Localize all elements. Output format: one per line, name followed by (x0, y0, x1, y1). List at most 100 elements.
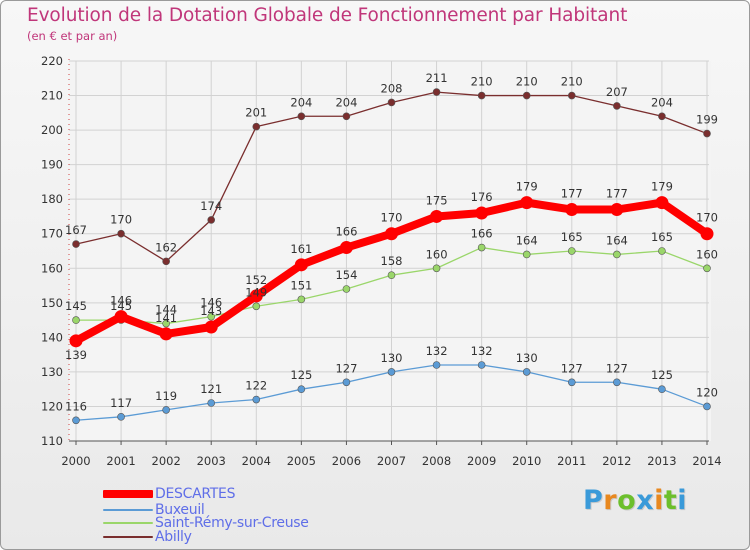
data-label: 127 (335, 361, 357, 375)
data-label: 151 (290, 278, 312, 292)
y-tick-label: 170 (41, 227, 63, 241)
data-point (475, 206, 489, 220)
data-label: 204 (290, 95, 312, 109)
data-point (297, 295, 306, 304)
chart-subtitle: (en € et par an) (27, 29, 118, 43)
y-tick-label: 190 (41, 158, 63, 172)
data-label: 201 (245, 106, 267, 120)
data-point (252, 122, 261, 131)
legend-swatch (103, 490, 153, 498)
y-tick-label: 110 (41, 434, 63, 448)
data-label: 139 (65, 348, 87, 362)
data-point (249, 289, 263, 303)
data-label: 144 (155, 303, 177, 317)
data-labels-descartes: 139 146 141 143 152 161 166 170 175 176 179 177 177 1… (65, 180, 718, 362)
y-tick-label: 150 (41, 296, 63, 310)
legend-swatch (103, 522, 153, 524)
data-point (342, 378, 351, 387)
data-label: 164 (606, 233, 628, 247)
data-label: 121 (200, 382, 222, 396)
data-label: 207 (606, 85, 628, 99)
data-label: 177 (606, 187, 628, 201)
x-tick-label: 2006 (332, 454, 361, 468)
data-point (477, 91, 486, 100)
data-point (520, 196, 534, 210)
data-point (69, 334, 83, 348)
legend-item-abilly: Abilly (103, 529, 192, 545)
data-point (567, 91, 576, 100)
data-label: 175 (426, 193, 448, 207)
data-point (658, 385, 666, 393)
data-label: 204 (335, 95, 357, 109)
legend-label: Buxeuil (155, 502, 205, 518)
data-label: 130 (516, 351, 538, 365)
legend-swatch (103, 509, 153, 511)
data-point (162, 406, 170, 414)
data-point (207, 312, 216, 321)
data-point (342, 285, 351, 293)
data-point (567, 378, 576, 387)
data-label: 170 (381, 211, 403, 225)
data-label: 117 (110, 396, 132, 410)
data-label: 161 (290, 242, 312, 256)
plot-area (69, 61, 711, 441)
data-label: 127 (606, 361, 628, 375)
data-label: 119 (155, 389, 177, 403)
data-label: 176 (471, 190, 493, 204)
data-label: 145 (110, 299, 132, 313)
data-point (117, 229, 125, 238)
x-tick-label: 2004 (242, 454, 271, 468)
legend-item-saint-remy: Saint-Rémy-sur-Creuse (103, 515, 309, 531)
data-label: 199 (696, 113, 718, 127)
data-label: 127 (561, 361, 583, 375)
data-label: 166 (335, 225, 357, 239)
y-tick-label: 160 (41, 261, 63, 275)
series-saint-r-my-sur-creuse (72, 243, 711, 328)
data-point (387, 368, 396, 376)
data-point (610, 203, 624, 217)
legend-swatch (103, 536, 153, 538)
legend-label: Saint-Rémy-sur-Creuse (155, 515, 309, 531)
data-label: 116 (65, 399, 87, 413)
data-label: 152 (245, 273, 267, 287)
data-label: 210 (516, 75, 538, 89)
data-point (522, 250, 531, 259)
data-point (162, 319, 170, 328)
data-point (294, 258, 308, 272)
x-tick-label: 2002 (152, 454, 181, 468)
data-label: 162 (155, 240, 177, 254)
data-point (477, 361, 486, 369)
data-label: 122 (245, 379, 267, 393)
x-tick-label: 2011 (557, 454, 586, 468)
legend-item-descartes: DESCARTES (103, 486, 236, 502)
data-point (342, 112, 351, 121)
data-point (297, 112, 306, 121)
x-tick-label: 2012 (602, 454, 631, 468)
legend-label: DESCARTES (155, 486, 236, 502)
data-point (252, 395, 261, 404)
proxiti-logo: Proxiti (583, 485, 688, 516)
data-label: 204 (651, 95, 673, 109)
data-point (387, 98, 396, 107)
data-label: 120 (696, 385, 718, 399)
x-tick-label: 2005 (287, 454, 316, 468)
data-label: 149 (245, 285, 267, 299)
x-tick-label: 2008 (422, 454, 451, 468)
x-tick-label: 2007 (377, 454, 406, 468)
data-label: 208 (381, 81, 403, 95)
data-point (159, 327, 173, 341)
data-label: 125 (290, 368, 312, 382)
data-labels-abilly: 167 170 162 174 201 204 204 208 211 210 210 210 207 2… (65, 71, 718, 254)
data-label: 130 (381, 351, 403, 365)
data-label: 154 (335, 268, 357, 282)
data-label: 210 (471, 75, 493, 89)
data-point (703, 402, 711, 411)
data-point (613, 378, 621, 387)
chart-title: Evolution de la Dotation Globale de Fonc… (27, 5, 628, 26)
data-point (432, 264, 441, 273)
data-point (522, 91, 531, 100)
data-label: 210 (561, 75, 583, 89)
data-point (658, 112, 666, 121)
